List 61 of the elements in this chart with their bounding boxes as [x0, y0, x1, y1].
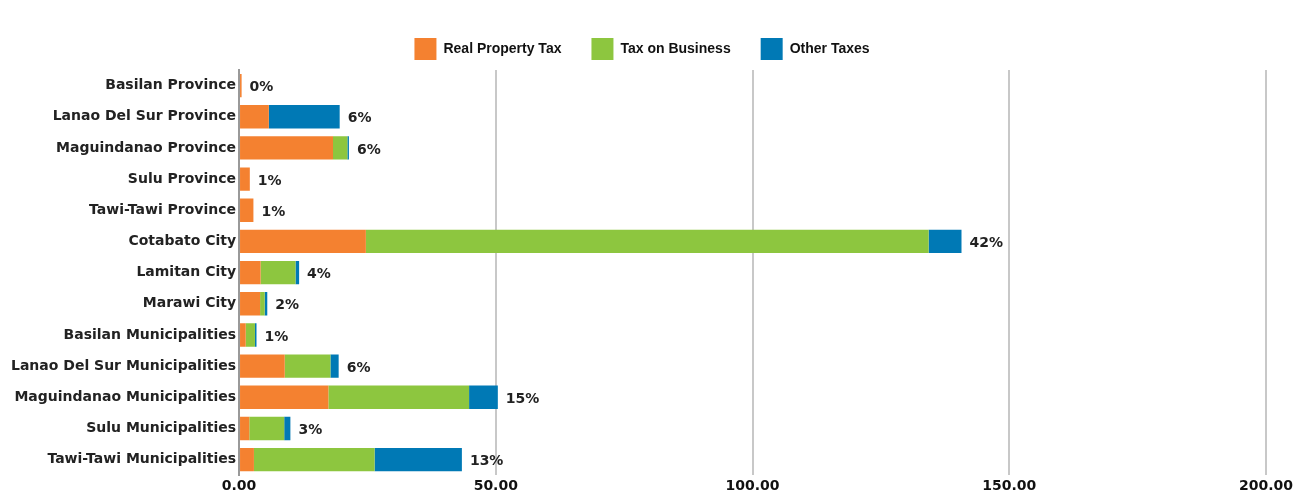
legend-label: Other Taxes [789, 39, 870, 56]
bar [374, 447, 462, 472]
x-tick-label: 200.00 [1238, 477, 1294, 494]
y-tick-label: Marawi City [142, 294, 237, 311]
bar [240, 385, 329, 409]
bar [328, 385, 470, 409]
x-tick-label: 0.00 [221, 477, 257, 494]
annotation: 2% [275, 296, 300, 313]
bar [284, 354, 331, 378]
annotation: 1% [257, 171, 282, 188]
y-tick-label: Maguindanao Province [56, 138, 237, 155]
bar [240, 323, 246, 347]
annotation: 42% [969, 234, 1004, 251]
bar [240, 416, 250, 441]
annotation: 6% [356, 140, 381, 157]
annotation: 13% [469, 452, 504, 469]
bar [268, 105, 340, 129]
bar [365, 229, 929, 254]
bar [240, 292, 261, 316]
bar [240, 447, 254, 472]
y-tick-label: Maguindanao Municipalities [14, 387, 237, 404]
bar [240, 354, 285, 378]
bar [240, 198, 254, 222]
y-tick-label: Cotabato City [128, 232, 237, 249]
bar [928, 229, 962, 254]
bar [330, 354, 339, 378]
bar [249, 416, 285, 441]
legend-label: Real Property Tax [443, 39, 562, 56]
bar [260, 292, 265, 316]
annotation: 15% [505, 389, 540, 406]
y-tick-label: Basilan Municipalities [63, 325, 237, 342]
bar [253, 447, 375, 472]
y-tick-label: Sulu Municipalities [86, 419, 237, 436]
x-tick-label: 50.00 [473, 477, 519, 494]
legend-label: Tax on Business [620, 39, 731, 56]
bar [240, 167, 250, 191]
bar [240, 105, 269, 129]
bar [284, 416, 291, 441]
annotation: 6% [347, 109, 372, 126]
x-tick-label: 150.00 [982, 477, 1037, 494]
y-tick-label: Lanao Del Sur Province [52, 107, 237, 124]
bar [469, 385, 498, 409]
bar [240, 229, 366, 254]
bar [260, 260, 296, 285]
annotation: 1% [264, 327, 289, 344]
x-tick-label: 100.00 [725, 477, 780, 494]
y-tick-label: Basilan Province [105, 76, 237, 93]
bar [240, 136, 334, 160]
annotation: 6% [346, 358, 371, 375]
y-tick-label: Tawi-Tawi Province [89, 200, 237, 217]
y-tick-label: Lanao Del Sur Municipalities [10, 356, 237, 373]
bar [240, 260, 261, 285]
annotation: 0% [249, 78, 274, 95]
bar [333, 136, 348, 160]
annotation: 3% [298, 421, 323, 438]
bar [245, 323, 255, 347]
y-tick-label: Sulu Province [127, 169, 237, 186]
y-tick-label: Tawi-Tawi Municipalities [47, 450, 237, 467]
y-tick-label: Lamitan City [136, 263, 237, 280]
annotation: 4% [307, 265, 331, 282]
annotation: 1% [261, 202, 286, 219]
